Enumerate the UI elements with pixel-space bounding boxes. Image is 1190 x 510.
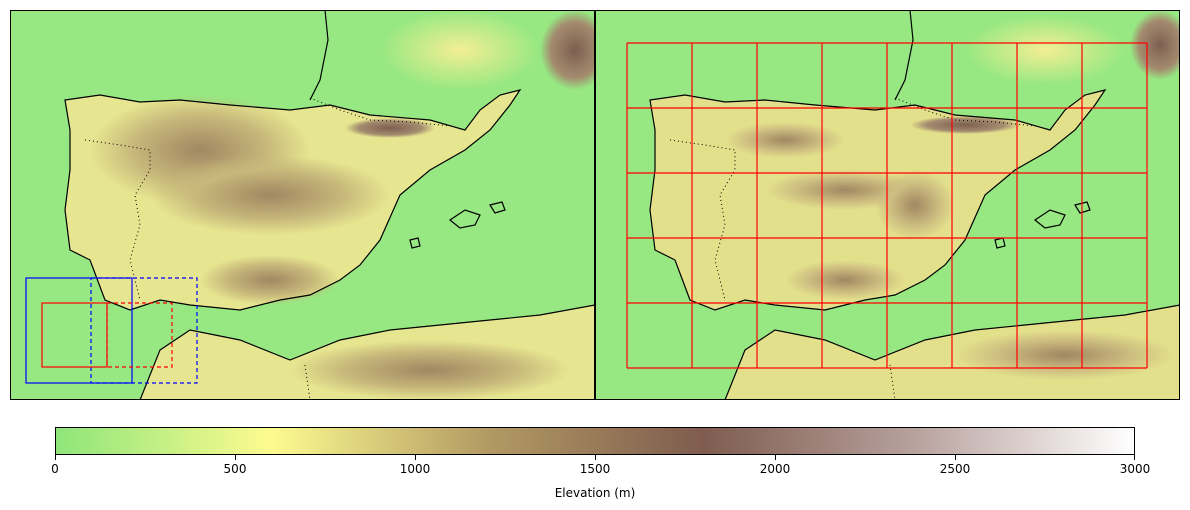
outer-domain-box-dashed [90,277,198,384]
france-highlands [965,15,1125,85]
border-portugal-spain [84,139,151,301]
colorbar-tick-label: 3000 [1119,462,1151,476]
right-map-svg [595,10,1180,400]
iberian-system [875,170,955,240]
cantabrian-range [725,122,845,158]
coastline-africa [139,304,595,400]
outer-domain-box-solid [25,277,133,384]
atlas-mountains [290,340,570,400]
colorbar [55,427,1135,455]
sierra-nevada [200,255,340,305]
border-portugal-spain [669,139,736,301]
central-system [150,155,390,235]
colorbar-tick [1134,455,1135,460]
sierra-nevada [785,260,905,300]
inner-domain-box-dashed [106,302,173,368]
colorbar-tick-label: 500 [223,462,247,476]
colorbar-tick-label: 0 [51,462,59,476]
colorbar-tick-label: 1500 [579,462,611,476]
colorbar-tick-label: 2000 [759,462,791,476]
coastline-iberia [64,89,522,311]
colorbar-tick-label: 2500 [939,462,971,476]
pyrenees [910,116,1020,134]
colorbar-label: Elevation (m) [554,486,636,500]
coastline-france [309,10,329,101]
colorbar-tick [415,455,416,460]
colorbar-tick [775,455,776,460]
atlas-mountains [955,330,1175,380]
tile-grid [626,42,1148,369]
coastline-france [894,10,914,101]
balearic-islands [994,201,1091,249]
alps-edge [540,10,595,90]
france-highlands [380,10,540,90]
right-map-panel [595,10,1180,400]
colorbar-tick [955,455,956,460]
colorbar-tick [235,455,236,460]
colorbar-tick-label: 1000 [399,462,431,476]
coastline-africa [724,304,1180,400]
alps-edge [1130,10,1180,80]
pyrenees [345,118,435,138]
left-map-svg [10,10,595,400]
colorbar-tick [595,455,596,460]
colorbar-tick [55,455,56,460]
balearic-islands [409,201,506,249]
left-map-panel [10,10,595,400]
